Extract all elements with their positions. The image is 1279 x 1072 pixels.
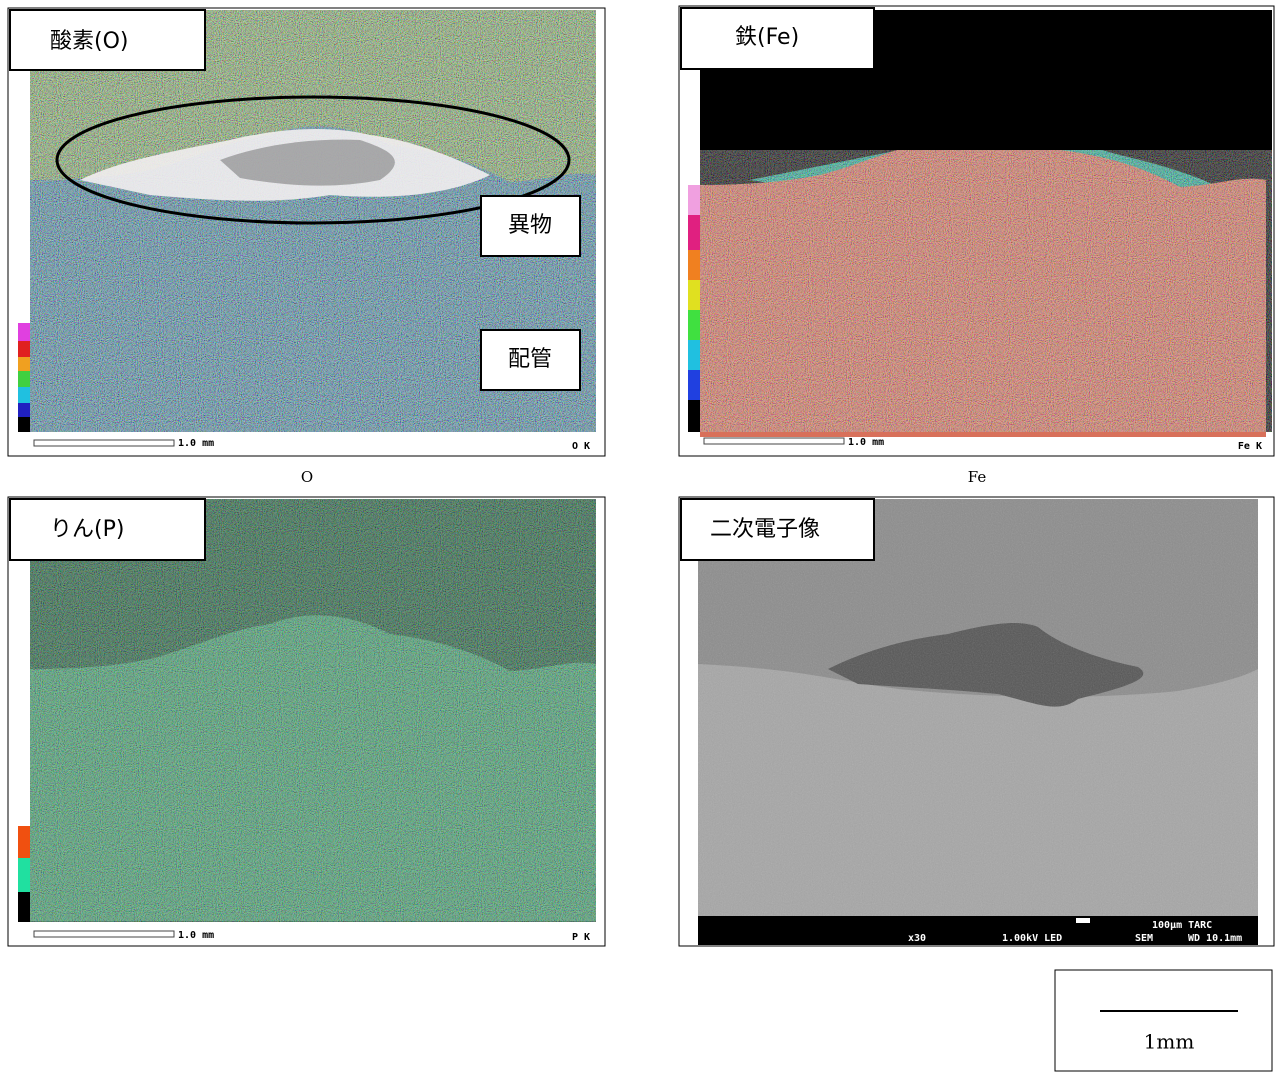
element-code: P K (572, 932, 590, 943)
element-code: O K (572, 441, 590, 452)
scale-text: 1.0 mm (178, 930, 214, 941)
caption: O (301, 468, 313, 486)
image-detail (18, 323, 30, 341)
scale-text: 1.0 mm (178, 438, 214, 449)
caption: Fe (968, 468, 987, 486)
image-detail (18, 387, 30, 403)
panel-label: 鉄(Fe) (735, 25, 799, 50)
sem-info: 100μm TARC (1152, 920, 1212, 931)
color-bar (18, 323, 30, 432)
image-detail (688, 310, 700, 340)
image-detail (18, 892, 30, 922)
sem-image (698, 499, 1258, 917)
image-detail (688, 280, 700, 310)
image-detail (688, 400, 700, 432)
image-detail (698, 499, 1258, 917)
image-detail (688, 215, 700, 250)
fe-map (700, 10, 1272, 437)
sem-info: WD 10.1mm (1188, 933, 1242, 944)
figure: 酸素(O) 異物 配管 1.0 mm O K O 鉄(Fe) 1.0 mm Fe… (0, 0, 1279, 1072)
image-detail (18, 341, 30, 357)
image-detail (18, 371, 30, 387)
image-detail (18, 417, 30, 432)
scale-label: 1mm (1144, 1030, 1195, 1054)
sem-info: 1.00kV LED (1002, 933, 1062, 944)
image-detail (688, 250, 700, 280)
page: 酸素(O) 異物 配管 1.0 mm O K O 鉄(Fe) 1.0 mm Fe… (0, 0, 1279, 1072)
scale-text: 1.0 mm (848, 437, 884, 448)
element-code: Fe K (1238, 441, 1262, 452)
sem-info: SEM (1135, 933, 1153, 944)
p-map (30, 499, 596, 922)
scale-box (1055, 970, 1272, 1071)
color-bar (18, 826, 30, 922)
annotation: 異物 (508, 213, 552, 238)
image-detail (688, 340, 700, 370)
scale-bar (34, 931, 174, 937)
image-detail (688, 370, 700, 400)
panel-label: 酸素(O) (50, 29, 128, 54)
panel-label: 二次電子像 (710, 517, 820, 542)
sem-info: x30 (908, 933, 926, 944)
image-detail (18, 357, 30, 371)
image-detail (18, 826, 30, 858)
color-bar (688, 185, 700, 432)
scale-bar (34, 440, 174, 446)
panel-label: りん(P) (50, 517, 124, 542)
image-detail (30, 499, 596, 922)
sem-scale-bar (1076, 918, 1090, 923)
image-detail (18, 858, 30, 892)
image-detail (688, 185, 700, 215)
image-detail (18, 403, 30, 417)
scale-bar (704, 438, 844, 444)
annotation: 配管 (508, 347, 552, 372)
